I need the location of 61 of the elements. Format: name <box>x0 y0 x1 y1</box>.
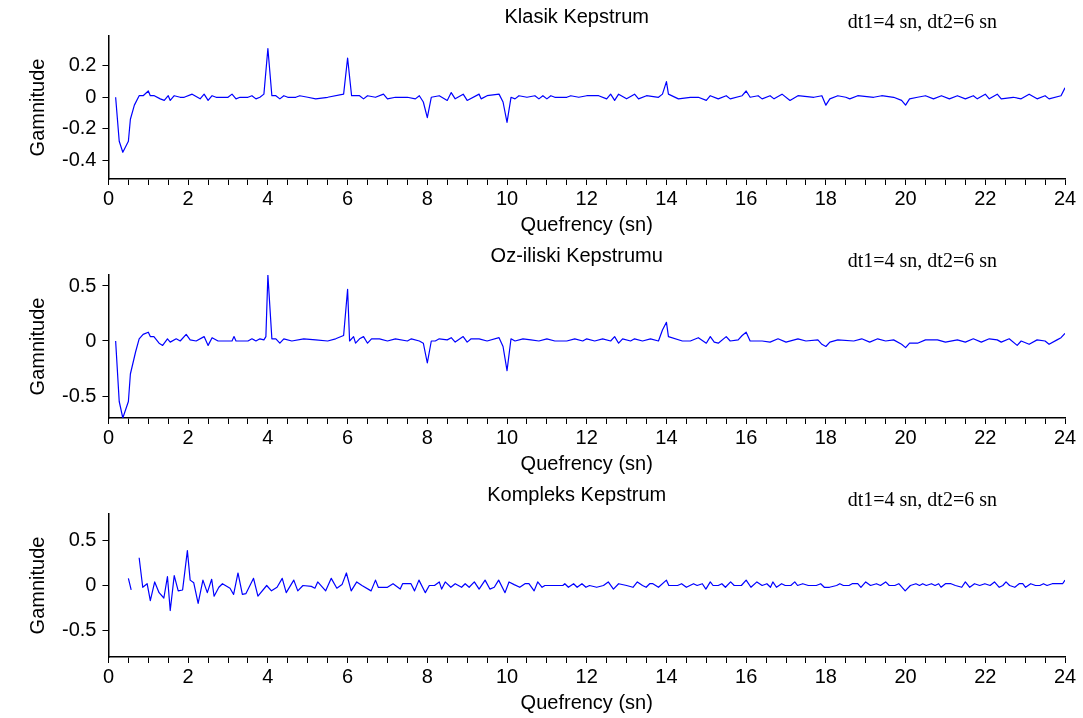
x-tick-label: 6 <box>342 186 354 209</box>
x-tick-label: 22 <box>974 664 997 687</box>
y-tick-label: -0.5 <box>61 617 97 640</box>
y-tick-label: 0 <box>85 573 97 596</box>
x-tick-label: 10 <box>495 186 519 209</box>
x-tick-label: 18 <box>814 186 837 209</box>
chart-title: Kompleks Kepstrum <box>487 483 667 505</box>
x-tick-label: 10 <box>495 425 519 448</box>
y-tick-label: 0 <box>85 84 97 107</box>
x-tick-label: 16 <box>735 186 758 209</box>
x-tick-label: 18 <box>814 664 837 687</box>
text: dt1=4 sn, dt2=6 sn <box>847 488 997 510</box>
x-tick-label: 12 <box>575 664 598 687</box>
y-axis-title: Gamnitude <box>25 58 48 157</box>
y-tick-label: -0.4 <box>61 147 97 170</box>
y-tick-label: -0.5 <box>61 383 97 406</box>
x-tick-label: 4 <box>262 425 274 448</box>
x-tick-label: 22 <box>974 186 997 209</box>
x-tick-label: 20 <box>894 664 917 687</box>
x-tick-label: 2 <box>182 425 194 448</box>
x-axis-title: Quefrency (sn) <box>520 690 653 713</box>
chart-title: Klasik Kepstrum <box>504 5 649 27</box>
x-tick-label: 4 <box>262 664 274 687</box>
x-tick-label: 8 <box>421 186 433 209</box>
x-tick-label: 14 <box>655 664 678 687</box>
x-tick-label: 14 <box>655 186 678 209</box>
x-tick-label: 20 <box>894 186 917 209</box>
text: dt1=4 sn, dt2=6 sn <box>847 10 997 32</box>
x-tick-label: 14 <box>655 425 678 448</box>
y-tick-label: 0.5 <box>68 528 97 551</box>
x-tick-label: 22 <box>974 425 997 448</box>
x-tick-label: 0 <box>102 664 115 687</box>
x-tick-label: 24 <box>1053 425 1077 448</box>
x-tick-label: 2 <box>182 186 194 209</box>
x-tick-label: 4 <box>262 186 274 209</box>
x-axis-title: Quefrency (sn) <box>520 212 653 235</box>
x-tick-label: 10 <box>495 664 519 687</box>
x-axis-title: Quefrency (sn) <box>520 451 653 474</box>
x-tick-label: 0 <box>102 186 115 209</box>
x-tick-label: 6 <box>342 664 354 687</box>
x-tick-label: 18 <box>814 425 837 448</box>
y-tick-label: 0 <box>85 328 97 351</box>
x-tick-label: 16 <box>735 425 758 448</box>
y-axis-title: Gamnitude <box>25 536 48 635</box>
x-tick-label: 16 <box>735 664 758 687</box>
x-tick-label: 24 <box>1053 186 1077 209</box>
y-tick-label: -0.2 <box>61 116 97 139</box>
y-tick-label: 0.5 <box>68 273 97 296</box>
x-tick-label: 24 <box>1053 664 1077 687</box>
y-axis-title: Gamnitude <box>25 297 48 396</box>
y-tick-label: 0.2 <box>68 53 97 76</box>
x-tick-label: 6 <box>342 425 354 448</box>
x-tick-label: 12 <box>575 186 598 209</box>
x-tick-label: 8 <box>421 425 433 448</box>
x-tick-label: 2 <box>182 664 194 687</box>
x-tick-label: 12 <box>575 425 598 448</box>
text: dt1=4 sn, dt2=6 sn <box>847 249 997 271</box>
x-tick-label: 0 <box>102 425 115 448</box>
x-tick-label: 8 <box>421 664 433 687</box>
x-tick-label: 20 <box>894 425 917 448</box>
chart-title: Oz-iliski Kepstrumu <box>490 244 663 266</box>
